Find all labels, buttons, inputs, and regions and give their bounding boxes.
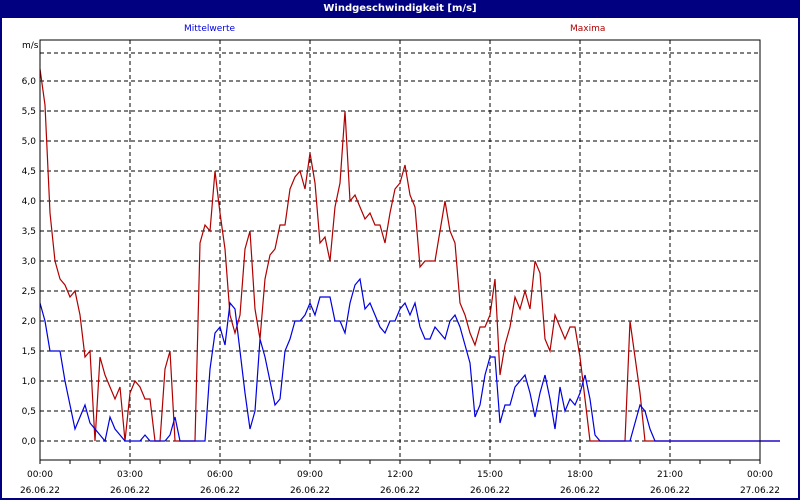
chart-title: Windgeschwindigkeit [m/s] <box>323 3 477 14</box>
svg-text:09:00: 09:00 <box>297 470 323 480</box>
svg-text:00:00: 00:00 <box>27 470 53 480</box>
svg-text:6,0: 6,0 <box>22 77 37 87</box>
series-mittelwerte-line <box>39 277 780 443</box>
svg-text:5,0: 5,0 <box>22 137 37 147</box>
grid-lines <box>40 40 760 460</box>
y-axis-ticks: 0,0 0,5 1,0 1,5 2,0 2,5 3,0 3,5 4,0 4,5 5,0 5,5 6,0 <box>22 77 37 447</box>
svg-text:4,5: 4,5 <box>22 167 36 177</box>
svg-text:27.06.22: 27.06.22 <box>740 486 780 496</box>
svg-text:4,0: 4,0 <box>22 197 37 207</box>
plot-border <box>39 39 761 461</box>
y-unit-label: m/s <box>22 41 39 51</box>
svg-text:00:00: 00:00 <box>747 470 773 480</box>
svg-text:26.06.22: 26.06.22 <box>380 486 420 496</box>
svg-text:0,0: 0,0 <box>22 437 37 447</box>
svg-text:3,0: 3,0 <box>22 257 37 267</box>
svg-text:26.06.22: 26.06.22 <box>470 486 510 496</box>
svg-text:0,5: 0,5 <box>22 407 36 417</box>
legend-mean: Mittelwerte <box>184 24 236 34</box>
svg-text:3,5: 3,5 <box>22 227 36 237</box>
svg-text:2,5: 2,5 <box>22 287 36 297</box>
svg-text:26.06.22: 26.06.22 <box>20 486 60 496</box>
svg-text:21:00: 21:00 <box>657 470 683 480</box>
series-maxima-line <box>39 68 780 442</box>
svg-text:15:00: 15:00 <box>477 470 503 480</box>
svg-text:03:00: 03:00 <box>117 470 143 480</box>
svg-text:26.06.22: 26.06.22 <box>650 486 690 496</box>
svg-text:1,0: 1,0 <box>22 377 37 387</box>
x-axis-ticks: 00:00 26.06.22 03:00 26.06.22 06:00 26.06.22 0… <box>20 460 780 496</box>
svg-text:1,5: 1,5 <box>22 347 36 357</box>
svg-text:26.06.22: 26.06.22 <box>200 486 240 496</box>
legend-max: Maxima <box>570 24 606 34</box>
svg-text:06:00: 06:00 <box>207 470 233 480</box>
svg-text:5,5: 5,5 <box>22 107 36 117</box>
svg-text:26.06.22: 26.06.22 <box>110 486 150 496</box>
svg-text:18:00: 18:00 <box>567 470 593 480</box>
svg-text:26.06.22: 26.06.22 <box>290 486 330 496</box>
svg-text:12:00: 12:00 <box>387 470 413 480</box>
svg-text:26.06.22: 26.06.22 <box>560 486 600 496</box>
svg-text:2,0: 2,0 <box>22 317 37 327</box>
